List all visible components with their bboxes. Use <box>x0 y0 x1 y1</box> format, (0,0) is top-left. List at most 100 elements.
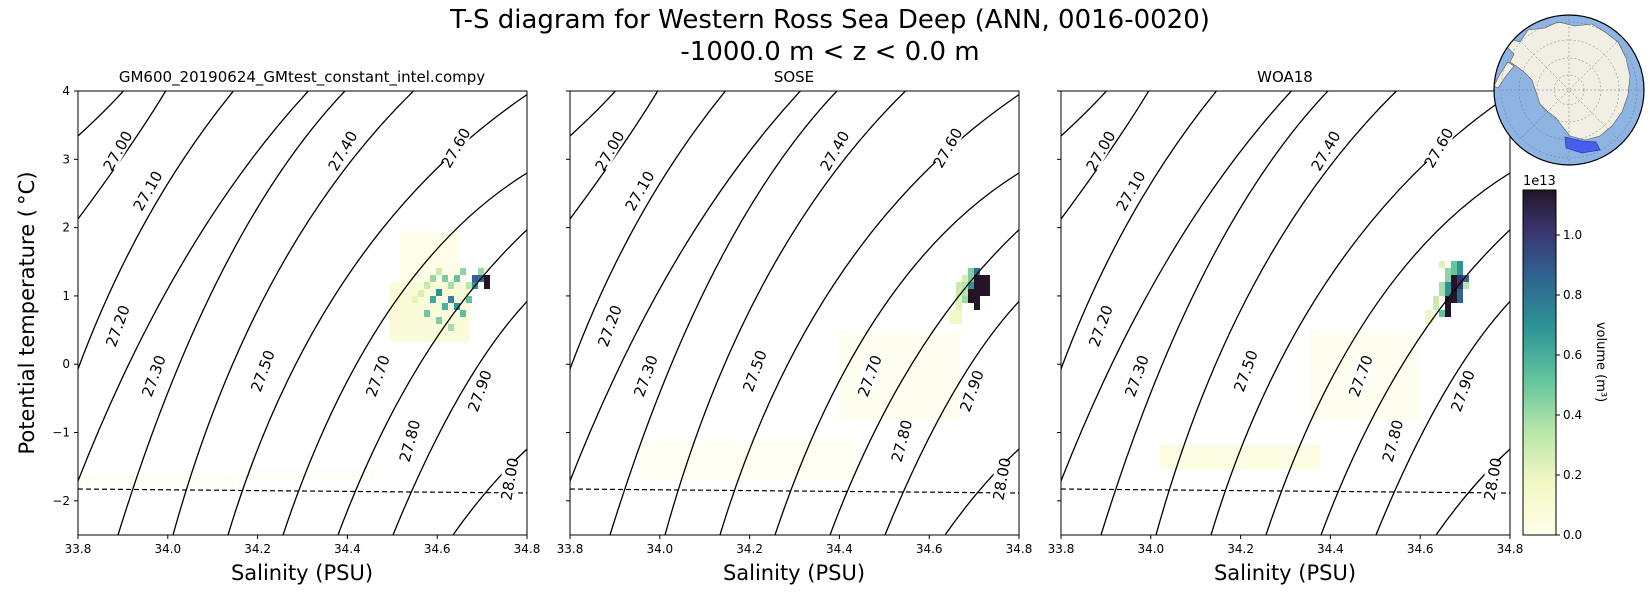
antarctic-peninsula <box>1494 61 1515 89</box>
contour-label: 27.40 <box>324 128 361 174</box>
x-tick-label: 34.2 <box>736 542 763 556</box>
heatmap-cell <box>1439 310 1445 317</box>
density-contour <box>1265 172 1510 535</box>
density-contour <box>337 228 527 535</box>
heatmap-cell <box>436 268 442 275</box>
colorbar-tick-label: 0.6 <box>1563 348 1582 362</box>
heatmap-cell <box>962 275 968 282</box>
colorbar-tick-label: 0.2 <box>1563 468 1582 482</box>
density-contour <box>78 91 167 220</box>
heatmap-cell <box>460 268 466 275</box>
y-tick-label: 2 <box>62 221 70 235</box>
colorbar-gradient <box>1522 189 1557 536</box>
heatmap-cell <box>974 296 980 310</box>
contour-label-bg <box>248 351 276 391</box>
heatmap-cell <box>1457 261 1463 275</box>
x-axis: 33.8 34.0 34.2 34.4 34.6 34.8 <box>1048 535 1524 556</box>
contour-label: 27.00 <box>99 128 136 174</box>
contour-label-bg <box>740 351 768 391</box>
density-contour <box>944 448 1019 535</box>
contour-label: 27.80 <box>888 418 917 464</box>
heatmap-cell <box>1445 282 1451 296</box>
contour-label: 27.50 <box>247 348 279 395</box>
x-tick-label: 34.8 <box>1006 542 1033 556</box>
x-tick-label: 34.0 <box>1137 542 1164 556</box>
heatmap-cell <box>466 282 472 289</box>
heatmap-cell <box>430 275 436 282</box>
x-tick-label: 34.8 <box>1497 542 1524 556</box>
heatmap-cell <box>956 282 962 296</box>
x-axis: 33.8 34.0 34.2 34.4 34.6 34.8 <box>557 535 1033 556</box>
heatmap-cell <box>454 275 460 282</box>
heatmap-cell <box>1433 296 1439 310</box>
panel-model: GM600_20190624_GMtest_constant_intel.com… <box>15 68 541 585</box>
heatmap-cell <box>424 310 430 317</box>
heatmap-cell <box>1463 275 1469 282</box>
contour-label: 27.90 <box>1447 368 1479 415</box>
y-tick-label: −2 <box>52 494 70 508</box>
heatmap-cell <box>956 296 962 310</box>
contour-label-bg <box>818 130 851 171</box>
contour-label-bg <box>1346 356 1374 396</box>
heatmap-cell <box>412 296 418 303</box>
x-tick-label: 33.8 <box>557 542 584 556</box>
heatmap-cell <box>484 275 490 289</box>
contour-label-bg <box>1379 421 1405 461</box>
contour-label-bg <box>593 130 626 171</box>
density-contour <box>570 91 727 370</box>
y-axis-label: Potential temperature ( °C) <box>15 171 39 454</box>
contour-label-bg <box>931 127 964 168</box>
heatmap-cell <box>968 268 974 282</box>
density-contour <box>1375 300 1510 535</box>
contour-label: 27.60 <box>1420 125 1457 171</box>
region-map <box>1493 14 1645 166</box>
region-highlight <box>1564 136 1601 154</box>
density-contour <box>1320 228 1510 535</box>
contour-label: 27.50 <box>739 348 771 395</box>
x-tick-label: 34.0 <box>154 542 181 556</box>
heatmap-cell <box>472 275 478 282</box>
heatmap-cell <box>1425 310 1433 324</box>
contour-label: 27.40 <box>816 128 853 174</box>
figure-title: T-S diagram for Western Ross Sea Deep (A… <box>449 5 1210 35</box>
panel-woa18: WOA18 <box>1048 68 1524 585</box>
x-axis-label: Salinity (PSU) <box>231 561 373 585</box>
heatmap-cell <box>950 310 962 324</box>
colorbar-tick-label: 1.0 <box>1563 228 1582 242</box>
y-tick-label: −1 <box>52 426 70 440</box>
contour-label-bg <box>990 459 1013 498</box>
density-contour <box>172 91 415 535</box>
density-contour <box>570 91 617 137</box>
contour-label-bg <box>1084 130 1117 171</box>
heatmap-cell <box>442 303 448 310</box>
contour-label: 27.40 <box>1307 128 1344 174</box>
contour-label-bg <box>631 356 659 396</box>
contour-label-bg <box>1481 459 1504 498</box>
x-tick-label: 34.4 <box>334 542 361 556</box>
x-axis-label: Salinity (PSU) <box>1214 561 1356 585</box>
contour-label: 27.60 <box>437 125 474 171</box>
contour-label-bg <box>396 421 422 461</box>
contour-label-bg <box>623 170 656 211</box>
y-axis: −2 −1 0 1 2 3 4 <box>52 84 78 508</box>
x-tick-label: 34.6 <box>424 542 451 556</box>
contour-label-bg <box>957 371 985 411</box>
heatmap-cell <box>460 310 466 317</box>
colorbar-label: volume (m³) <box>1593 322 1608 402</box>
contour-label-bg <box>1086 306 1114 346</box>
colorbar: 1e13 0.0 0.2 0.4 0.6 0.8 1.0 volume (m³) <box>1522 174 1608 542</box>
density-contours <box>570 91 1019 535</box>
density-contour <box>1100 91 1329 535</box>
volume-heatmap <box>1160 261 1469 470</box>
contour-label: 27.80 <box>1379 418 1408 464</box>
contour-label-bg <box>363 356 391 396</box>
plot-frame <box>569 90 1020 536</box>
x-tick-label: 34.8 <box>514 542 541 556</box>
heatmap-cell <box>85 475 235 489</box>
density-contour <box>1435 448 1510 535</box>
contour-label: 28.00 <box>497 456 522 501</box>
figure-subtitle: -1000.0 m < z < 0.0 m <box>680 37 979 67</box>
density-contour <box>664 91 907 535</box>
